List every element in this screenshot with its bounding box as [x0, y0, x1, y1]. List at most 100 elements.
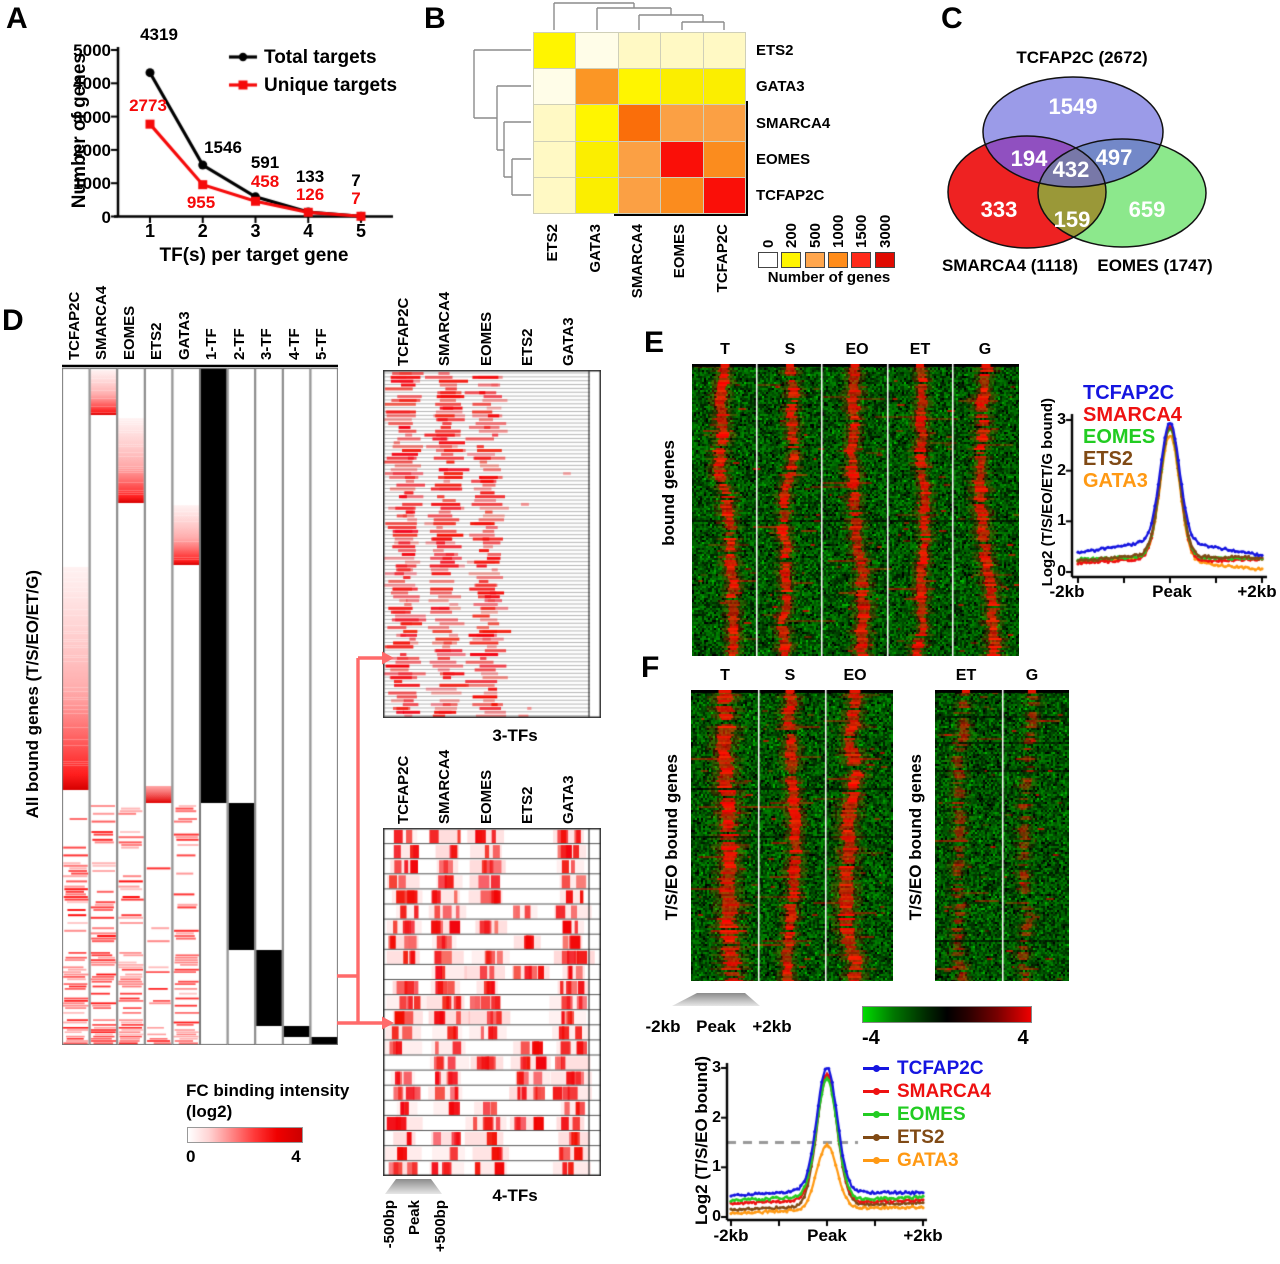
- panelD-4tf-col-label: TCFAP2C: [394, 755, 412, 824]
- panelE-profile-ytick: 1: [1057, 512, 1066, 530]
- panelB-left-dendrogram: [473, 49, 531, 196]
- panelD-fc-legend-subtitle: (log2): [186, 1102, 233, 1121]
- panelE-profile-ytick: 2: [1057, 461, 1066, 479]
- panelB-col-label: SMARCA4: [629, 224, 646, 299]
- panelF-legend-EOMES: EOMES: [897, 1104, 966, 1125]
- panelB-col-label: TCFAP2C: [713, 224, 731, 293]
- panelB-top-dendrogram: [553, 2, 725, 30]
- panelD-3tf-col-label: GATA3: [560, 317, 578, 366]
- panelF-legend-GATA3: GATA3: [897, 1150, 959, 1171]
- panelB-cell: [617, 68, 662, 106]
- panelB-cell: [533, 176, 577, 214]
- venn-count-tcfap2c_only: 1549: [1048, 94, 1098, 119]
- panelC-smarca4-label: SMARCA4 (1118): [941, 256, 1079, 275]
- panelA-xtick: 1: [144, 221, 156, 241]
- panelB-cell: [617, 140, 662, 178]
- panelF-legend-ETS2: ETS2: [897, 1127, 945, 1148]
- panelD-col-label: 5-TF: [313, 328, 331, 360]
- panelA-xtick: 5: [355, 221, 367, 241]
- panelD-col-label: 3-TF: [258, 328, 276, 360]
- panelB-cell: [660, 104, 704, 142]
- panelB-row-label: EOMES: [756, 150, 811, 168]
- panelD-4tf-heatmap: [383, 828, 601, 1176]
- panelB-row-label: GATA3: [756, 78, 805, 96]
- panelA-annotation: 7: [351, 171, 361, 190]
- panelB-legend-swatch: [781, 252, 802, 268]
- panelB-legend-swatch: [827, 252, 848, 268]
- panelE-col-label: EO: [845, 341, 869, 358]
- panelE-col-label: ET: [909, 341, 931, 358]
- panelE-profile-xtick: +2kb: [1237, 582, 1277, 601]
- panelD-sub-xtick: Peak: [406, 1200, 423, 1236]
- panelE-profile-xtick: Peak: [1152, 582, 1192, 601]
- panelB-legend-swatch: [851, 252, 872, 268]
- panelD-4tfs-label: 4-TFs: [492, 1186, 538, 1205]
- panelB-cell: [533, 68, 577, 106]
- panelD-fc-tick-4: 4: [291, 1147, 301, 1166]
- panelE-profile-xtick: -2kb: [1049, 582, 1085, 601]
- panelF-heatmap-xtick: +2kb: [752, 1017, 792, 1036]
- panelE-legend-EOMES: EOMES: [1083, 426, 1156, 448]
- panelF-legend-TCFAP2C: TCFAP2C: [897, 1058, 984, 1079]
- panelB-row-label: SMARCA4: [756, 114, 831, 132]
- panelA-line-chart: [0, 0, 420, 280]
- panelE-profile-ytick: 0: [1057, 563, 1066, 580]
- panelA-annotation: 2773: [129, 96, 167, 115]
- panelC-title: TCFAP2C (2672): [1016, 48, 1148, 67]
- panelE-legend-ETS2: ETS2: [1083, 448, 1134, 470]
- panelD-col-label: GATA3: [175, 311, 193, 360]
- panelE-col-label: G: [978, 341, 992, 358]
- panelD-y-axis-label: All bound genes (T/S/EO/ET/G): [23, 570, 42, 819]
- panelB-cell: [660, 176, 704, 214]
- panelF-left-heatmap: [691, 690, 893, 981]
- panelC-venn-diagram: [947, 76, 1207, 249]
- panel-letter-C: C: [941, 2, 963, 35]
- panelA-ytick: 4000: [73, 74, 111, 94]
- panel-letter-D: D: [2, 304, 24, 337]
- panelB-cell: [617, 104, 662, 142]
- panelA-ytick: 5000: [73, 41, 111, 60]
- panelF-legend-marker-dot: [873, 1064, 880, 1072]
- panelF-legend-marker-dot: [873, 1087, 880, 1095]
- panelF-colorbar: [862, 1006, 1032, 1023]
- panelD-3tf-col-label: SMARCA4: [436, 291, 454, 366]
- panelF-legend-marker-dot: [873, 1110, 880, 1118]
- panelD-3tf-heatmap: [383, 370, 601, 718]
- panelE-col-label: T: [720, 341, 730, 358]
- panelE-col-label: S: [784, 341, 796, 358]
- panelA-xtick: 4: [303, 221, 314, 241]
- panelB-legend-tick: 1500: [853, 214, 871, 248]
- panelD-4tf-col-label: EOMES: [477, 769, 495, 824]
- panelB-cell: [533, 140, 577, 178]
- panelF-right-col-label: G: [1025, 667, 1039, 684]
- panelD-col-label: 1-TF: [203, 328, 221, 360]
- panelD-4tf-col-label: GATA3: [560, 775, 578, 824]
- panelA-legend-1: Unique targets: [264, 75, 398, 96]
- panelD-col-label: SMARCA4: [93, 285, 111, 360]
- panelB-cell: [660, 140, 704, 178]
- panelD-sub-xtick: +500bp: [432, 1200, 449, 1253]
- venn-count-tcfap2c_eomes: 497: [1095, 145, 1133, 170]
- panelA-annotation: 955: [186, 193, 216, 212]
- panelF-right-heatmap: [935, 690, 1069, 981]
- panelB-col-label: GATA3: [586, 224, 604, 273]
- panelF-right-col-label: ET: [955, 667, 977, 684]
- panelA-annotation: 591: [250, 153, 280, 172]
- panelB-cell: [660, 32, 704, 70]
- panelE-y-axis-label: bound genes: [659, 440, 678, 546]
- panelD-connector-line: [337, 656, 382, 1025]
- panelF-profile-ytick: 0: [712, 1208, 721, 1225]
- panelD-fc-tick-0: 0: [186, 1147, 196, 1166]
- panelD-peak-trapezoid: [385, 1179, 442, 1194]
- panelB-legend-swatch: [804, 252, 825, 268]
- panelB-cell: [617, 32, 662, 70]
- panelA-ytick: 3000: [73, 107, 111, 127]
- panelB-legend-title: Number of genes: [767, 269, 891, 286]
- panelB-cell: [575, 104, 619, 142]
- panelA-annotation: 7: [351, 189, 361, 208]
- panelF-profile-xtick: +2kb: [903, 1226, 943, 1245]
- panelF-left-y-label: T/S/EO bound genes: [662, 754, 681, 921]
- panelF-colorbar-max: 4: [1017, 1027, 1029, 1049]
- panelF-left-col-label: S: [784, 667, 796, 684]
- panelF-profile-y-label: Log2 (T/S/EO bound): [692, 1056, 711, 1226]
